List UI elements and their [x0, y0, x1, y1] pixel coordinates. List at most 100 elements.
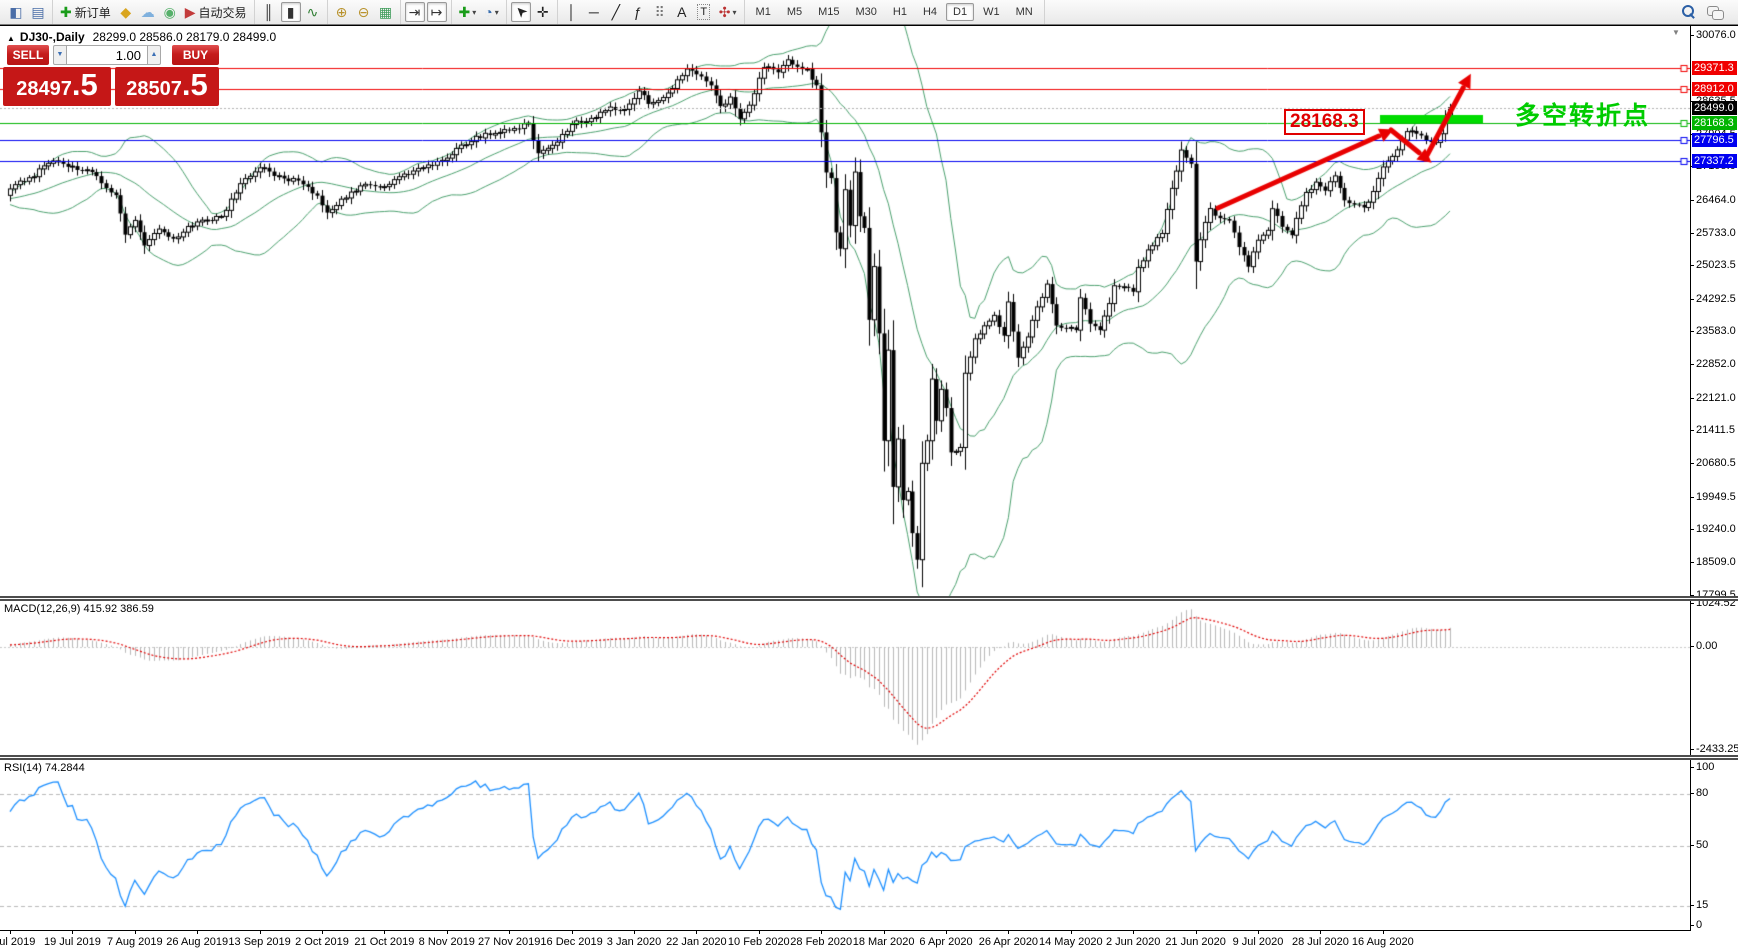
buy-button[interactable]: BUY [172, 45, 219, 65]
candlestick-chart-button[interactable]: ▮ [280, 2, 301, 22]
timeframe-w1-button[interactable]: W1 [983, 6, 1000, 18]
rsi-axis-tick: 80 [1690, 787, 1709, 800]
chart-header: ▲ DJ30-,Daily 28299.0 28586.0 28179.0 28… [7, 30, 276, 44]
dropdown-arrow-icon[interactable]: ▾ [472, 7, 477, 17]
timeframe-m15-button[interactable]: M15 [818, 6, 840, 18]
timeframe-mn-button[interactable]: MN [1015, 6, 1033, 18]
chart-window: ▲ DJ30-,Daily 28299.0 28586.0 28179.0 28… [0, 25, 1738, 949]
zoom-out-button[interactable]: ⊖ [354, 2, 374, 22]
new-order-button[interactable]: ✚ 新订单 [57, 2, 114, 22]
vertical-line-icon: │ [567, 4, 577, 20]
crosshair-icon: ✛ [536, 4, 549, 20]
autotrading-button[interactable]: ▶ 自动交易 [182, 2, 250, 22]
profiles-button[interactable]: ▤ [28, 2, 48, 22]
signals-button[interactable]: ◉ [160, 2, 180, 22]
indicators-button[interactable]: ✚ ▾ [456, 2, 480, 22]
cycle-lines-button[interactable]: ⠿ [650, 2, 670, 22]
date-label: 2 Oct 2019 [295, 936, 349, 948]
autotrading-button-label: 自动交易 [198, 5, 247, 20]
date-label: 13 Sep 2019 [228, 936, 291, 948]
search-icon[interactable] [1681, 4, 1697, 20]
periods-button[interactable]: ◔ ▾ [481, 2, 501, 22]
tile-windows-button[interactable]: ▦ [376, 2, 396, 22]
price-chart-canvas[interactable] [0, 26, 1690, 596]
timeframe-d1-button[interactable]: D1 [946, 3, 975, 21]
date-label: 14 May 2020 [1038, 936, 1103, 948]
collapse-caret-icon[interactable]: ▲ [7, 34, 15, 43]
text-button[interactable]: A [672, 2, 692, 22]
zoom-in-button[interactable]: ⊕ [332, 2, 352, 22]
price-level-flag[interactable]: 28168.3 [1284, 109, 1365, 135]
crosshair-button[interactable]: ✛ [533, 2, 553, 22]
text-label-button[interactable]: T [694, 2, 714, 22]
buy-price-main: 28507 [126, 78, 182, 100]
volume-input[interactable] [67, 45, 147, 65]
timeframe-m5-button[interactable]: M5 [786, 6, 803, 18]
timeframe-h1-button[interactable]: H1 [892, 6, 907, 18]
date-label: 3 Jan 2020 [606, 936, 662, 948]
toolbar-group: ✚ ▾ ◔ ▾ [452, 0, 507, 24]
arrows-icon: ✣ [718, 4, 731, 20]
toolbar-group: ║ ▮ ∿ [255, 0, 328, 24]
buy-price-display[interactable]: 28507 .5 [115, 67, 219, 106]
panel-separator[interactable] [0, 755, 1738, 760]
sell-price-display[interactable]: 28497 .5 [3, 67, 111, 106]
date-tick [72, 931, 74, 934]
auto-scroll-button[interactable]: ⇥ [404, 2, 425, 22]
bar-chart-button[interactable]: ║ [259, 2, 279, 22]
price-level-badge: 27337.2 [1692, 153, 1737, 168]
trendline-button[interactable]: ╱ [606, 2, 626, 22]
chart-shift-button[interactable]: ↦ [426, 2, 447, 22]
text-label-icon: T [697, 4, 711, 20]
dropdown-arrow-icon[interactable]: ▾ [494, 7, 499, 17]
date-tick [509, 931, 511, 934]
one-click-trade-panel: SELL ▼ ▲ BUY 28497 .5 28507 .5 [3, 45, 219, 106]
arrows-button[interactable]: ✣ ▾ [716, 2, 740, 22]
volume-increase-button[interactable]: ▲ [147, 45, 161, 65]
date-tick [1008, 931, 1010, 934]
date-tick [883, 931, 885, 934]
cursor-button[interactable]: ➤ [510, 2, 531, 22]
rsi-indicator-canvas[interactable] [0, 759, 1690, 930]
macd-axis-tick: 0.00 [1690, 640, 1718, 652]
chinese-annotation[interactable]: 多空转折点 [1515, 102, 1651, 130]
metaeditor-button[interactable]: ◆ [116, 2, 136, 22]
rsi-axis-tick: 50 [1690, 839, 1709, 852]
main-toolbar: ◧ ▤ ✚ 新订单 ◆ ☁ ◉ ▶ 自动交易 ║ ▮ ∿ ⊕ ⊖ ▦ ⇥ ↦ ✚ ▾ ◔ ▾ ➤ ✛ │ ─ ╱ ƒ ⠿ A T ✣ ▾ M1 M… [0, 0, 1738, 25]
dropdown-arrow-icon[interactable]: ▾ [732, 7, 737, 17]
horizontal-line-button[interactable]: ─ [584, 2, 604, 22]
macd-indicator-canvas[interactable] [0, 601, 1690, 755]
date-tick [696, 931, 698, 934]
rsi-label: RSI(14) 74.2844 [4, 762, 85, 774]
price-axis-tick: 20680.5 [1691, 457, 1736, 470]
toolbar-right [1676, 4, 1736, 20]
price-level-badge: 28912.0 [1692, 81, 1737, 96]
timeframe-m1-button[interactable]: M1 [755, 6, 771, 18]
price-axis-column[interactable]: 30076.028635.527904.527195.026464.025733… [1690, 26, 1738, 949]
price-axis-tick: 22121.0 [1691, 391, 1736, 404]
vertical-line-button[interactable]: │ [562, 2, 582, 22]
chart-shift-marker[interactable]: ▼ [1672, 28, 1680, 37]
sell-button[interactable]: SELL [7, 45, 49, 65]
toolbar-group: ⊕ ⊖ ▦ [328, 0, 401, 24]
date-label: 22 Jan 2020 [666, 936, 727, 948]
date-tick [1195, 931, 1197, 934]
price-axis-tick: 26464.0 [1691, 193, 1736, 206]
new-chart-button[interactable]: ◧ [6, 2, 26, 22]
date-label: 26 Aug 2019 [166, 936, 229, 948]
fibonacci-button[interactable]: ƒ [628, 2, 648, 22]
zoom-out-icon: ⊖ [357, 4, 370, 20]
auto-scroll-icon: ⇥ [408, 4, 421, 20]
chat-icon[interactable] [1707, 4, 1724, 20]
community-button[interactable]: ☁ [138, 2, 158, 22]
ohlc-values: 28299.0 28586.0 28179.0 28499.0 [92, 30, 277, 44]
timeframe-m30-button[interactable]: M30 [855, 6, 877, 18]
panel-separator[interactable] [0, 596, 1738, 601]
line-chart-button[interactable]: ∿ [303, 2, 323, 22]
date-label: 6 Apr 2020 [919, 936, 973, 948]
date-tick [1382, 931, 1384, 934]
volume-decrease-button[interactable]: ▼ [53, 45, 67, 65]
timeframe-h4-button[interactable]: H4 [922, 6, 938, 18]
date-label: 21 Jun 2020 [1165, 936, 1226, 948]
